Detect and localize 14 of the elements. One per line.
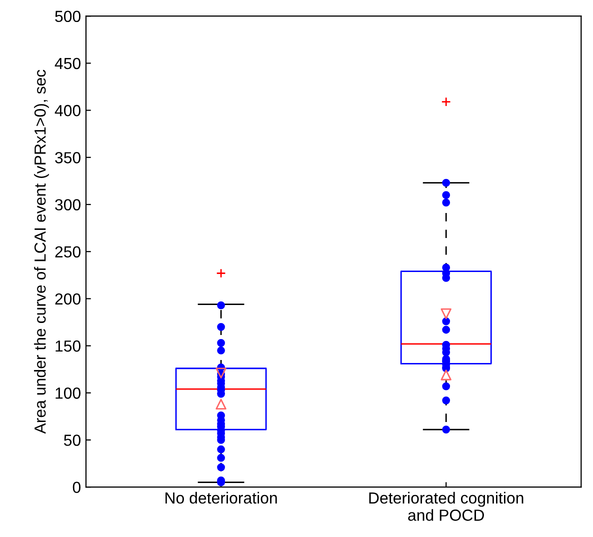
x-tick-label: Deteriorated cognition and POCD	[369, 492, 524, 521]
y-tick-label: 250	[55, 246, 80, 258]
y-tick-label: 450	[54, 58, 80, 70]
y-tick-label: 300	[55, 199, 80, 210]
y-tick-label: 150	[56, 340, 80, 352]
y-tick-label: 0	[72, 482, 80, 494]
y-tick-label: 50	[64, 434, 80, 446]
y-axis-title: Area under the curve of LCAI event (vPRx1>0), sec	[34, 70, 49, 434]
y-tick-label: 200	[55, 293, 80, 305]
y-tick-label: 100	[56, 388, 80, 399]
y-tick-label: 500	[55, 10, 80, 22]
y-tick-label: 400	[54, 104, 80, 116]
x-tick-label: No deterioration	[166, 492, 277, 504]
y-tick-label: 350	[55, 152, 80, 164]
